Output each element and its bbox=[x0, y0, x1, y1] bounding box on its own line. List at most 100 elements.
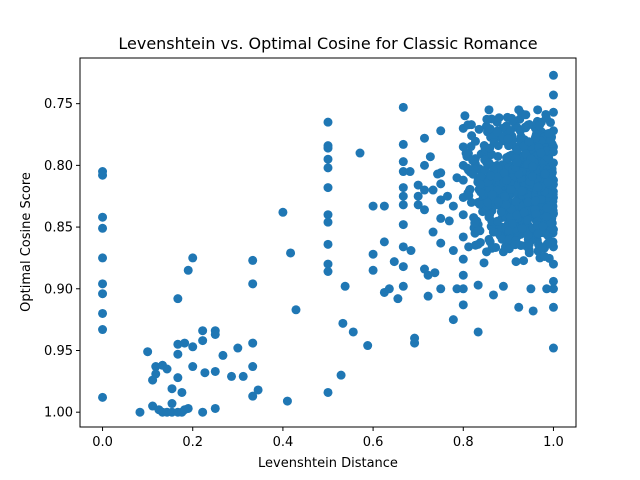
scatter-point bbox=[198, 336, 208, 346]
scatter-point bbox=[458, 300, 468, 310]
ticks-layer: 0.0 0.2 0.4 0.6 0.8 1.0 0.75 0.80 0.85 0.90 0.95 1.… bbox=[44, 97, 564, 450]
scatter-point bbox=[476, 172, 486, 182]
scatter-point bbox=[323, 163, 333, 173]
scatter-point bbox=[419, 133, 429, 143]
scatter-point bbox=[323, 239, 333, 249]
scatter-point bbox=[504, 226, 514, 236]
scatter-point bbox=[173, 373, 183, 383]
x-tick-label: 0.0 bbox=[92, 435, 113, 450]
scatter-point bbox=[413, 191, 423, 201]
scatter-point bbox=[543, 128, 553, 138]
scatter-point bbox=[458, 284, 468, 294]
scatter-point bbox=[524, 137, 534, 147]
scatter-point bbox=[502, 153, 512, 163]
scatter-point bbox=[398, 102, 408, 112]
scatter-point bbox=[523, 215, 533, 225]
scatter-point bbox=[448, 315, 458, 325]
scatter-point bbox=[177, 387, 187, 397]
scatter-point bbox=[436, 179, 446, 189]
scatter-point bbox=[523, 197, 533, 207]
x-tick-label: 0.4 bbox=[273, 435, 294, 450]
scatter-point bbox=[379, 237, 389, 247]
scatter-point bbox=[533, 229, 543, 239]
scatter-point bbox=[200, 368, 210, 378]
scatter-point bbox=[501, 200, 511, 210]
scatter-point bbox=[526, 284, 536, 294]
scatter-point bbox=[473, 280, 483, 290]
scatter-point bbox=[538, 243, 547, 253]
scatter-point bbox=[183, 403, 193, 413]
scatter-point bbox=[485, 210, 495, 220]
scatter-point bbox=[167, 384, 177, 394]
scatter-point bbox=[531, 209, 541, 219]
scatter-point bbox=[482, 247, 492, 257]
scatter-point bbox=[541, 212, 551, 222]
scatter-point bbox=[523, 230, 533, 240]
scatter-point bbox=[323, 387, 333, 397]
scatter-point bbox=[323, 117, 333, 127]
scatter-point bbox=[534, 120, 544, 130]
scatter-point bbox=[398, 139, 408, 149]
scatter-point bbox=[398, 220, 408, 230]
scatter-point bbox=[442, 191, 452, 201]
scatter-point bbox=[286, 248, 296, 258]
scatter-point bbox=[524, 239, 534, 249]
scatter-point bbox=[548, 70, 558, 80]
scatter-point bbox=[210, 329, 220, 339]
scatter-point bbox=[98, 253, 108, 263]
scatter-point bbox=[180, 338, 190, 348]
scatter-point bbox=[541, 113, 551, 123]
scatter-point bbox=[548, 284, 558, 294]
scatter-point bbox=[540, 169, 550, 179]
scatter-point bbox=[436, 126, 446, 136]
scatter-point bbox=[548, 107, 558, 117]
scatter-point bbox=[428, 185, 438, 195]
scatter-point bbox=[323, 154, 333, 164]
x-tick-label: 0.6 bbox=[363, 435, 384, 450]
scatter-point bbox=[519, 256, 529, 266]
scatter-point bbox=[98, 308, 108, 318]
scatter-point bbox=[423, 291, 433, 301]
y-axis-label: Optimal Cosine Score bbox=[19, 172, 34, 312]
scatter-point bbox=[98, 223, 108, 233]
scatter-point bbox=[98, 289, 108, 299]
scatter-point bbox=[458, 232, 468, 242]
scatter-point bbox=[464, 191, 474, 201]
scatter-point bbox=[368, 265, 378, 275]
scatter-point bbox=[218, 350, 228, 360]
scatter-point bbox=[368, 249, 378, 259]
scatter-point bbox=[143, 347, 153, 357]
scatter-point bbox=[188, 253, 198, 263]
scatter-point bbox=[398, 191, 408, 201]
scatter-point bbox=[410, 333, 420, 343]
scatter-point bbox=[479, 258, 489, 268]
scatter-point bbox=[458, 175, 468, 185]
scatter-point bbox=[508, 219, 518, 229]
scatter-point bbox=[167, 399, 177, 409]
scatter-point bbox=[530, 196, 540, 206]
scatter-point bbox=[393, 294, 403, 304]
scatter-point bbox=[514, 302, 524, 312]
scatter-point bbox=[355, 148, 365, 158]
y-tick-label: 0.80 bbox=[44, 159, 73, 174]
y-tick-label: 0.75 bbox=[44, 97, 73, 112]
scatter-point bbox=[496, 207, 506, 217]
scatter-point bbox=[508, 116, 518, 126]
scatter-point bbox=[506, 126, 516, 136]
scatter-point bbox=[423, 270, 433, 280]
scatter-point bbox=[448, 246, 458, 256]
scatter-point bbox=[458, 254, 468, 264]
scatter-point bbox=[323, 217, 333, 227]
scatter-point bbox=[484, 158, 494, 168]
scatter-point bbox=[485, 143, 495, 153]
scatter-point bbox=[151, 369, 161, 379]
scatter-point bbox=[468, 169, 478, 179]
scatter-point bbox=[474, 124, 484, 134]
scatter-point bbox=[210, 403, 220, 413]
scatter-point bbox=[486, 171, 496, 181]
scatter-point bbox=[470, 136, 480, 146]
scatter-point bbox=[463, 120, 473, 130]
scatter-point bbox=[468, 155, 478, 165]
scatter-point bbox=[173, 294, 183, 304]
scatter-point bbox=[484, 105, 494, 115]
